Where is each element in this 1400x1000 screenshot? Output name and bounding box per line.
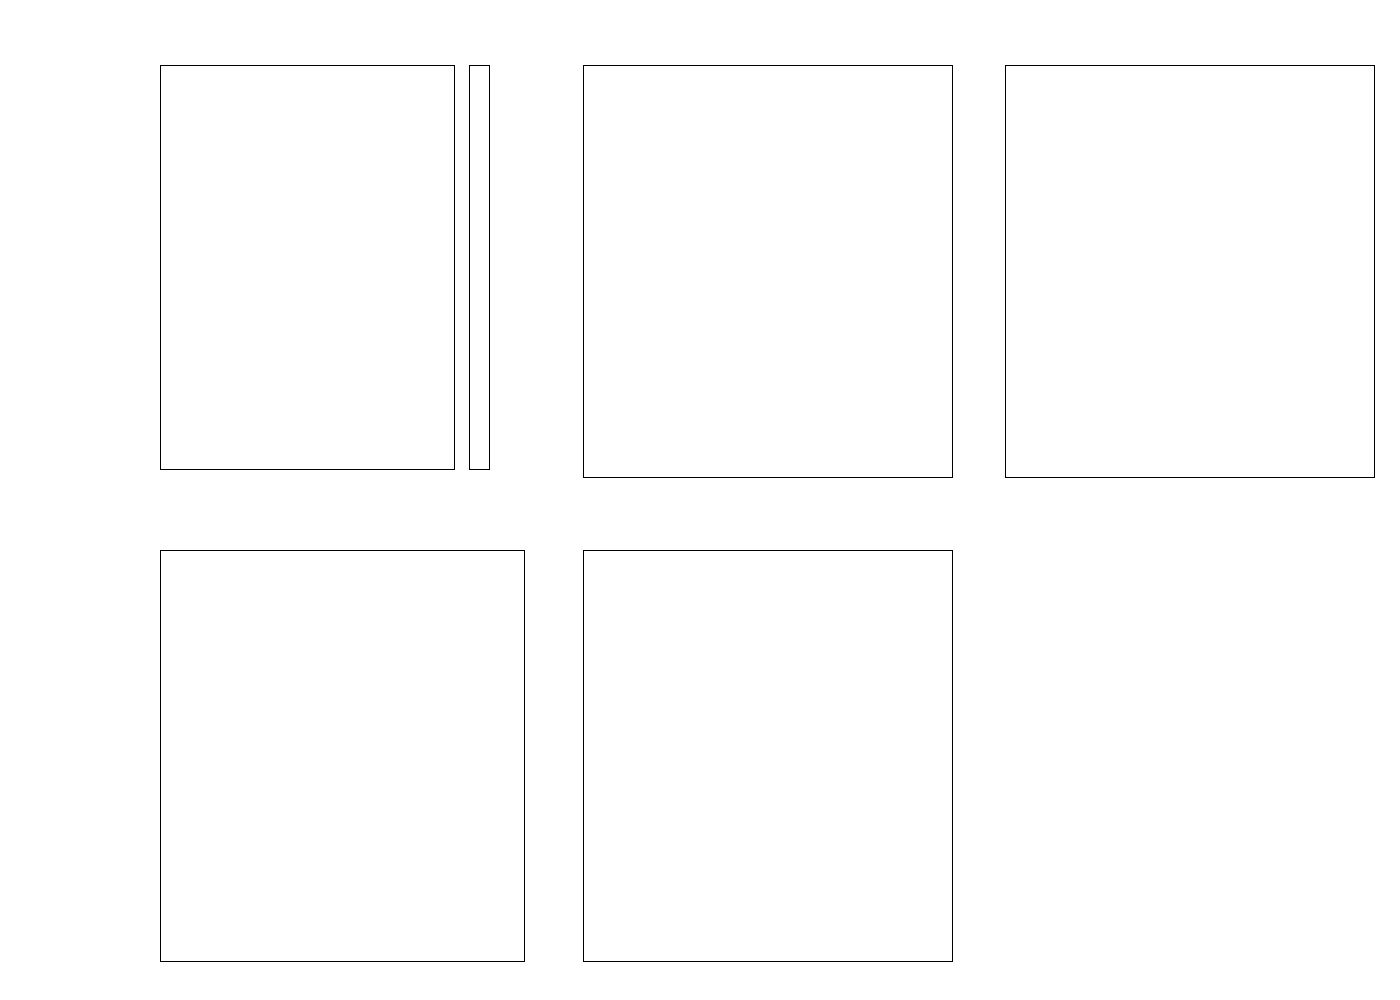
psal-adjusted-axes bbox=[583, 65, 953, 478]
mode-axes bbox=[160, 550, 525, 962]
psal-heatmap-canvas bbox=[161, 66, 461, 216]
psal-colorbar bbox=[469, 65, 770, 470]
psal-adjusted-ro-axes bbox=[583, 550, 953, 962]
mode-scatter-canvas bbox=[161, 551, 461, 701]
psal-heatmap-axes bbox=[160, 65, 461, 470]
psal-adjusted-qc-axes bbox=[1005, 65, 1375, 478]
